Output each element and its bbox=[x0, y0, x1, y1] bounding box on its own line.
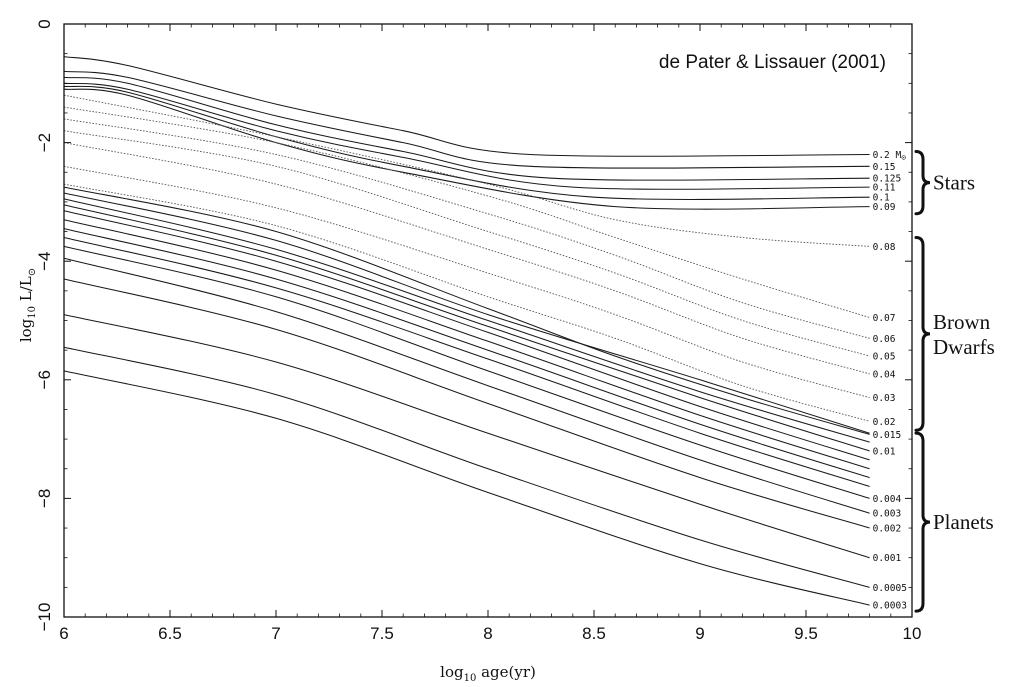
y-tick-label: −4 bbox=[35, 252, 54, 271]
y-tick-label: −10 bbox=[35, 603, 54, 632]
mass-label: 0.08 bbox=[873, 242, 896, 253]
y-axis-label: log10 L/L⊙ bbox=[17, 268, 38, 342]
series-line-0.09 bbox=[63, 88, 870, 210]
y-tick-label: 0 bbox=[35, 19, 54, 28]
series-line-0.015 bbox=[63, 186, 870, 435]
mass-label: 0.04 bbox=[873, 369, 896, 380]
mass-label: 0.02 bbox=[873, 417, 896, 428]
y-tick-label: −2 bbox=[35, 133, 54, 152]
x-tick-label: 8 bbox=[483, 624, 492, 643]
series-layer bbox=[63, 56, 870, 606]
x-axis-label-main: log bbox=[440, 663, 464, 681]
group-label: Stars bbox=[933, 171, 975, 195]
x-axis-label-sub: 10 bbox=[464, 673, 477, 684]
series-line-0.05 bbox=[63, 130, 870, 357]
mass-label: 0.05 bbox=[873, 352, 896, 363]
series-line-0.01 bbox=[63, 204, 870, 452]
x-tick-label: 9.5 bbox=[794, 624, 818, 643]
series-line-0.15 bbox=[63, 70, 870, 169]
group-label-line2: Dwarfs bbox=[933, 335, 995, 359]
series-line-unlabeled-18 bbox=[63, 219, 870, 470]
series-line-0.2 bbox=[63, 56, 870, 157]
mass-label: 0.15 bbox=[873, 162, 896, 173]
series-line-unlabeled-19 bbox=[63, 228, 870, 479]
series-line-0.08 bbox=[63, 94, 870, 247]
mass-label: 0.0003 bbox=[873, 601, 907, 612]
series-line-unlabeled-14 bbox=[63, 192, 870, 434]
mass-label: 0.01 bbox=[873, 447, 896, 458]
series-line-0.07 bbox=[63, 106, 870, 318]
mass-label: 0.1 bbox=[873, 193, 890, 204]
mass-label: 0.125 bbox=[873, 174, 902, 185]
mass-label: 0.001 bbox=[873, 553, 902, 564]
y-axis-label-sun-symbol: ⊙ bbox=[27, 268, 38, 276]
series-line-0.002 bbox=[63, 278, 870, 529]
y-tick-label: −6 bbox=[35, 370, 54, 389]
axis-ticks-layer: 6 6.5 7 7.5 8 8.5 9 9.5 10 0 −2 −4 −6 −8 −10 bbox=[35, 19, 921, 643]
series-line-unlabeled-15 bbox=[63, 198, 870, 443]
mass-label: 0.2 M⊙ bbox=[873, 150, 907, 162]
x-tick-label: 9 bbox=[695, 624, 704, 643]
series-line-0.003 bbox=[63, 257, 870, 514]
group-brace bbox=[914, 149, 931, 216]
x-axis-label: log10 age(yr) bbox=[440, 663, 536, 684]
series-line-0.06 bbox=[63, 118, 870, 339]
x-tick-label: 6 bbox=[59, 624, 68, 643]
series-line-0.001 bbox=[63, 314, 870, 559]
mass-label: 0.015 bbox=[873, 430, 902, 441]
series-line-0.004 bbox=[63, 245, 870, 499]
y-axis-label-sub: 10 bbox=[27, 306, 38, 319]
y-axis-label-rest: L/L bbox=[17, 276, 35, 306]
series-line-unlabeled-20 bbox=[63, 236, 870, 488]
x-tick-label: 6.5 bbox=[158, 624, 182, 643]
chart-credit: de Pater & Lissauer (2001) bbox=[659, 52, 886, 73]
y-tick-label: −8 bbox=[35, 489, 54, 508]
x-tick-label: 7 bbox=[271, 624, 280, 643]
group-label: Planets bbox=[933, 510, 994, 534]
mass-label: 0.002 bbox=[873, 524, 902, 535]
sun-symbol: ⊙ bbox=[901, 153, 906, 162]
series-line-0.125 bbox=[63, 76, 870, 181]
series-line-0.0005 bbox=[63, 346, 870, 588]
x-axis-label-rest: age(yr) bbox=[476, 663, 536, 681]
group-brace bbox=[914, 235, 931, 432]
mass-label: 0.0005 bbox=[873, 583, 907, 594]
x-tick-label: 7.5 bbox=[370, 624, 394, 643]
mass-label: 0.06 bbox=[873, 334, 896, 345]
mass-label: 0.03 bbox=[873, 393, 896, 404]
series-line-0.0003 bbox=[63, 370, 870, 606]
x-tick-label: 10 bbox=[903, 624, 922, 643]
series-line-unlabeled-17 bbox=[63, 210, 870, 461]
series-line-0.11 bbox=[63, 82, 870, 190]
group-brace bbox=[914, 431, 931, 613]
x-tick-label: 8.5 bbox=[582, 624, 606, 643]
series-line-0.04 bbox=[63, 142, 870, 375]
mass-label: 0.07 bbox=[873, 313, 896, 324]
mass-label: 0.09 bbox=[873, 202, 896, 213]
group-label: Brown bbox=[933, 310, 991, 334]
series-line-0.02 bbox=[63, 183, 870, 422]
mass-label: 0.004 bbox=[873, 494, 902, 505]
series-line-0.03 bbox=[63, 165, 870, 399]
mass-label: 0.003 bbox=[873, 509, 902, 520]
y-axis-label-main: log bbox=[17, 318, 35, 342]
mass-label: 0.11 bbox=[873, 183, 896, 194]
series-line-0.1 bbox=[63, 85, 870, 200]
